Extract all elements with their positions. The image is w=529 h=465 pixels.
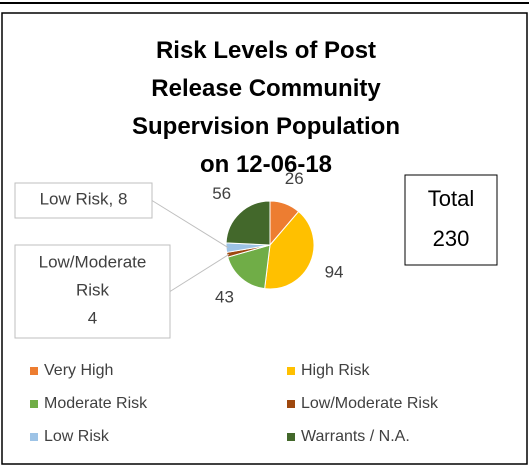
legend-swatch (287, 433, 295, 441)
legend-swatch (30, 400, 38, 408)
legend-swatch (30, 367, 38, 375)
legend-swatch (30, 433, 38, 441)
callout-box (14, 244, 171, 339)
legend-label: High Risk (301, 362, 370, 379)
pie-slice (225, 200, 271, 246)
pie-slice (227, 244, 271, 290)
data-label: 56 (212, 184, 231, 203)
legend-label: Moderate Risk (44, 395, 148, 412)
legend-label: Low Risk (44, 428, 110, 445)
total-label: Total (428, 186, 474, 211)
chart-title: Risk Levels of Post Release Community Supe… (132, 37, 400, 178)
chart-frame (1, 12, 528, 465)
total-value: 230 (433, 226, 470, 251)
data-label: 94 (325, 263, 344, 282)
data-label: Low Risk, 8 (40, 190, 128, 209)
legend-label: Very High (44, 362, 113, 379)
data-label: 43 (215, 288, 234, 307)
legend-label: Warrants / N.A. (301, 428, 410, 445)
legend-swatch (287, 400, 295, 408)
legend-label: Low/Moderate Risk (301, 395, 439, 412)
callout-leader (169, 253, 230, 292)
callout-box (14, 182, 153, 219)
data-label: 26 (285, 169, 304, 188)
pie-slice (264, 210, 315, 290)
total-box (404, 174, 498, 266)
legend-swatch (287, 367, 295, 375)
data-label: Low/Moderate Risk 4 (39, 253, 147, 328)
callout-leader (151, 200, 229, 248)
